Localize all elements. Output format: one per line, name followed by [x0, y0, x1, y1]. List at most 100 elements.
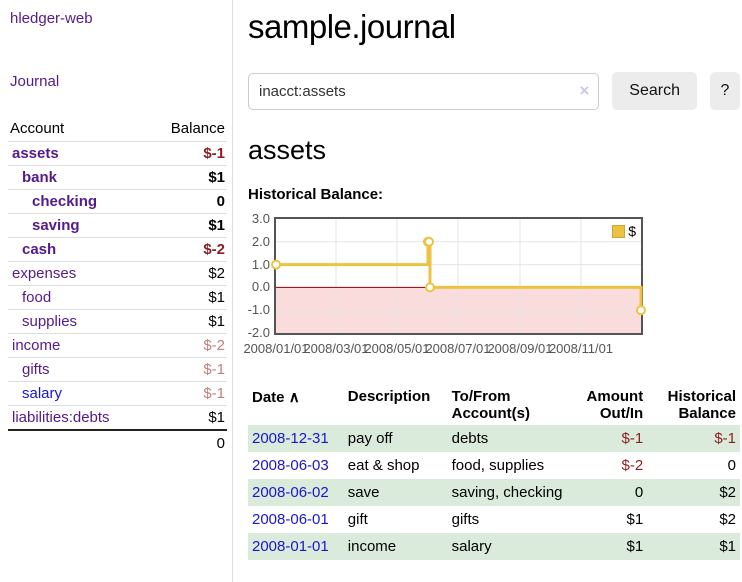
account-link-gifts[interactable]: gifts [22, 361, 50, 378]
account-row-food: food $1 [8, 285, 227, 310]
accounts-header-balance: Balance [148, 117, 227, 142]
txn-description: income [347, 538, 397, 555]
table-row: 2008-01-01 income salary $1 $1 [248, 533, 740, 560]
y-axis-tick-label: 0.0 [251, 279, 270, 295]
txn-description: pay off [347, 430, 393, 447]
txn-header-amount: Amount Out/In [567, 385, 648, 425]
txn-header-date-label: Date [252, 389, 285, 406]
account-link-supplies[interactable]: supplies [22, 313, 78, 330]
account-balance: $1 [148, 309, 227, 334]
account-row-assets: assets $-1 [8, 141, 227, 166]
account-row-liabilities-debts: liabilities:debts $1 [8, 405, 227, 431]
txn-description: eat & shop [347, 457, 420, 474]
clear-search-icon[interactable]: × [579, 80, 590, 100]
search-input[interactable] [248, 72, 600, 110]
main-content: sample.journal × Search ? assets Histori… [243, 0, 740, 560]
txn-accounts: gifts [451, 511, 480, 528]
account-row-income: income $-2 [8, 333, 227, 358]
account-balance: $1 [148, 165, 227, 190]
txn-accounts: debts [451, 430, 489, 447]
y-axis-tick-label: 1.0 [251, 256, 270, 272]
account-row-expenses: expenses $2 [8, 261, 227, 286]
txn-amount: $1 [626, 538, 644, 555]
app-brand-link[interactable]: hledger-web [10, 10, 93, 27]
account-balance: $1 [148, 213, 227, 238]
txn-description: gift [347, 511, 368, 528]
account-link-salary[interactable]: salary [22, 385, 63, 402]
y-axis-tick-label: 2.0 [251, 233, 270, 249]
txn-date-link[interactable]: 2008-06-01 [252, 511, 329, 528]
sidebar: hledger-web Journal Account Balance asse… [0, 0, 233, 582]
page-title: sample.journal [248, 8, 456, 45]
txn-accounts: food, supplies [451, 457, 545, 474]
txn-header-accounts-line2: Account(s) [451, 405, 530, 422]
account-link-expenses[interactable]: expenses [12, 265, 77, 282]
search-button[interactable]: Search [612, 72, 697, 110]
table-row: 2008-06-01 gift gifts $1 $2 [248, 506, 740, 533]
txn-amount: 0 [634, 484, 644, 501]
txn-date-link[interactable]: 2008-06-03 [252, 457, 329, 474]
account-row-cash: cash $-2 [8, 237, 227, 262]
account-link-income[interactable]: income [12, 337, 61, 354]
account-balance: $-2 [148, 237, 227, 262]
x-axis-tick-label: 2008/01/01 [243, 341, 309, 356]
txn-header-balance-line1: Historical [667, 388, 736, 405]
y-axis-tick-label: -1.0 [247, 302, 270, 318]
account-link-assets[interactable]: assets [12, 145, 59, 162]
txn-header-accounts: To/From Account(s) [448, 385, 567, 425]
account-link-bank[interactable]: bank [22, 169, 58, 186]
search-help-button[interactable]: ? [710, 72, 740, 110]
txn-balance: $2 [719, 484, 736, 501]
transactions-table: Date ∧ Description To/From Account(s) Am… [248, 385, 740, 560]
x-axis-tick-label: 2008/05/01 [364, 341, 430, 356]
txn-balance: $1 [719, 538, 736, 555]
chart-title: Historical Balance: [248, 186, 384, 203]
account-row-bank: bank $1 [8, 165, 227, 190]
account-link-saving[interactable]: saving [32, 217, 80, 234]
txn-balance: $2 [719, 511, 736, 528]
account-link-cash[interactable]: cash [22, 241, 57, 258]
txn-accounts: saving, checking [451, 484, 563, 501]
account-balance: $-1 [148, 141, 227, 166]
txn-header-date[interactable]: Date ∧ [248, 385, 344, 425]
chart-legend: $ [612, 223, 636, 239]
account-row-checking: checking 0 [8, 189, 227, 214]
legend-swatch-icon [612, 224, 626, 238]
y-axis-tick-label: 3.0 [251, 211, 270, 226]
txn-header-amount-line1: Amount [586, 388, 644, 405]
txn-date-link[interactable]: 2008-01-01 [252, 538, 329, 555]
table-row: 2008-06-03 eat & shop food, supplies $-2… [248, 452, 740, 479]
x-axis-tick-label: 2008/11/01 [548, 341, 614, 356]
txn-header-balance-line2: Balance [678, 405, 736, 422]
account-link-checking[interactable]: checking [32, 193, 98, 210]
account-row-supplies: supplies $1 [8, 309, 227, 334]
legend-label: $ [628, 223, 636, 239]
txn-amount: $1 [626, 511, 644, 528]
account-heading: assets [248, 135, 327, 165]
account-balance: $-1 [148, 357, 227, 382]
search-form: × Search ? [248, 72, 740, 110]
chart-canvas [271, 219, 646, 333]
txn-balance: $-1 [714, 430, 736, 447]
txn-date-link[interactable]: 2008-06-02 [252, 484, 329, 501]
y-axis-tick-label: -2.0 [247, 325, 270, 340]
account-row-saving: saving $1 [8, 213, 227, 238]
table-row: 2008-12-31 pay off debts $-1 $-1 [248, 425, 740, 452]
x-axis-tick-label: 2008/09/01 [487, 341, 553, 356]
account-balance: $-2 [148, 333, 227, 358]
txn-header-description: Description [347, 388, 431, 405]
chart-plot-area: $ [271, 217, 646, 335]
x-axis-tick-label: 2008/07/01 [425, 341, 491, 356]
accounts-table: Account Balance assets $-1 bank $1 check… [8, 117, 227, 455]
txn-amount: $-2 [621, 457, 644, 474]
account-balance: $2 [148, 261, 227, 286]
account-balance: 0 [148, 189, 227, 214]
account-balance: $-1 [148, 381, 227, 406]
accounts-header-account: Account [8, 117, 149, 142]
account-link-liabilities-debts[interactable]: liabilities:debts [12, 409, 110, 426]
account-row-salary: salary $-1 [8, 381, 227, 406]
account-link-food[interactable]: food [22, 289, 52, 306]
txn-description: save [347, 484, 380, 501]
sidebar-item-journal[interactable]: Journal [10, 73, 60, 90]
txn-date-link[interactable]: 2008-12-31 [252, 430, 329, 447]
